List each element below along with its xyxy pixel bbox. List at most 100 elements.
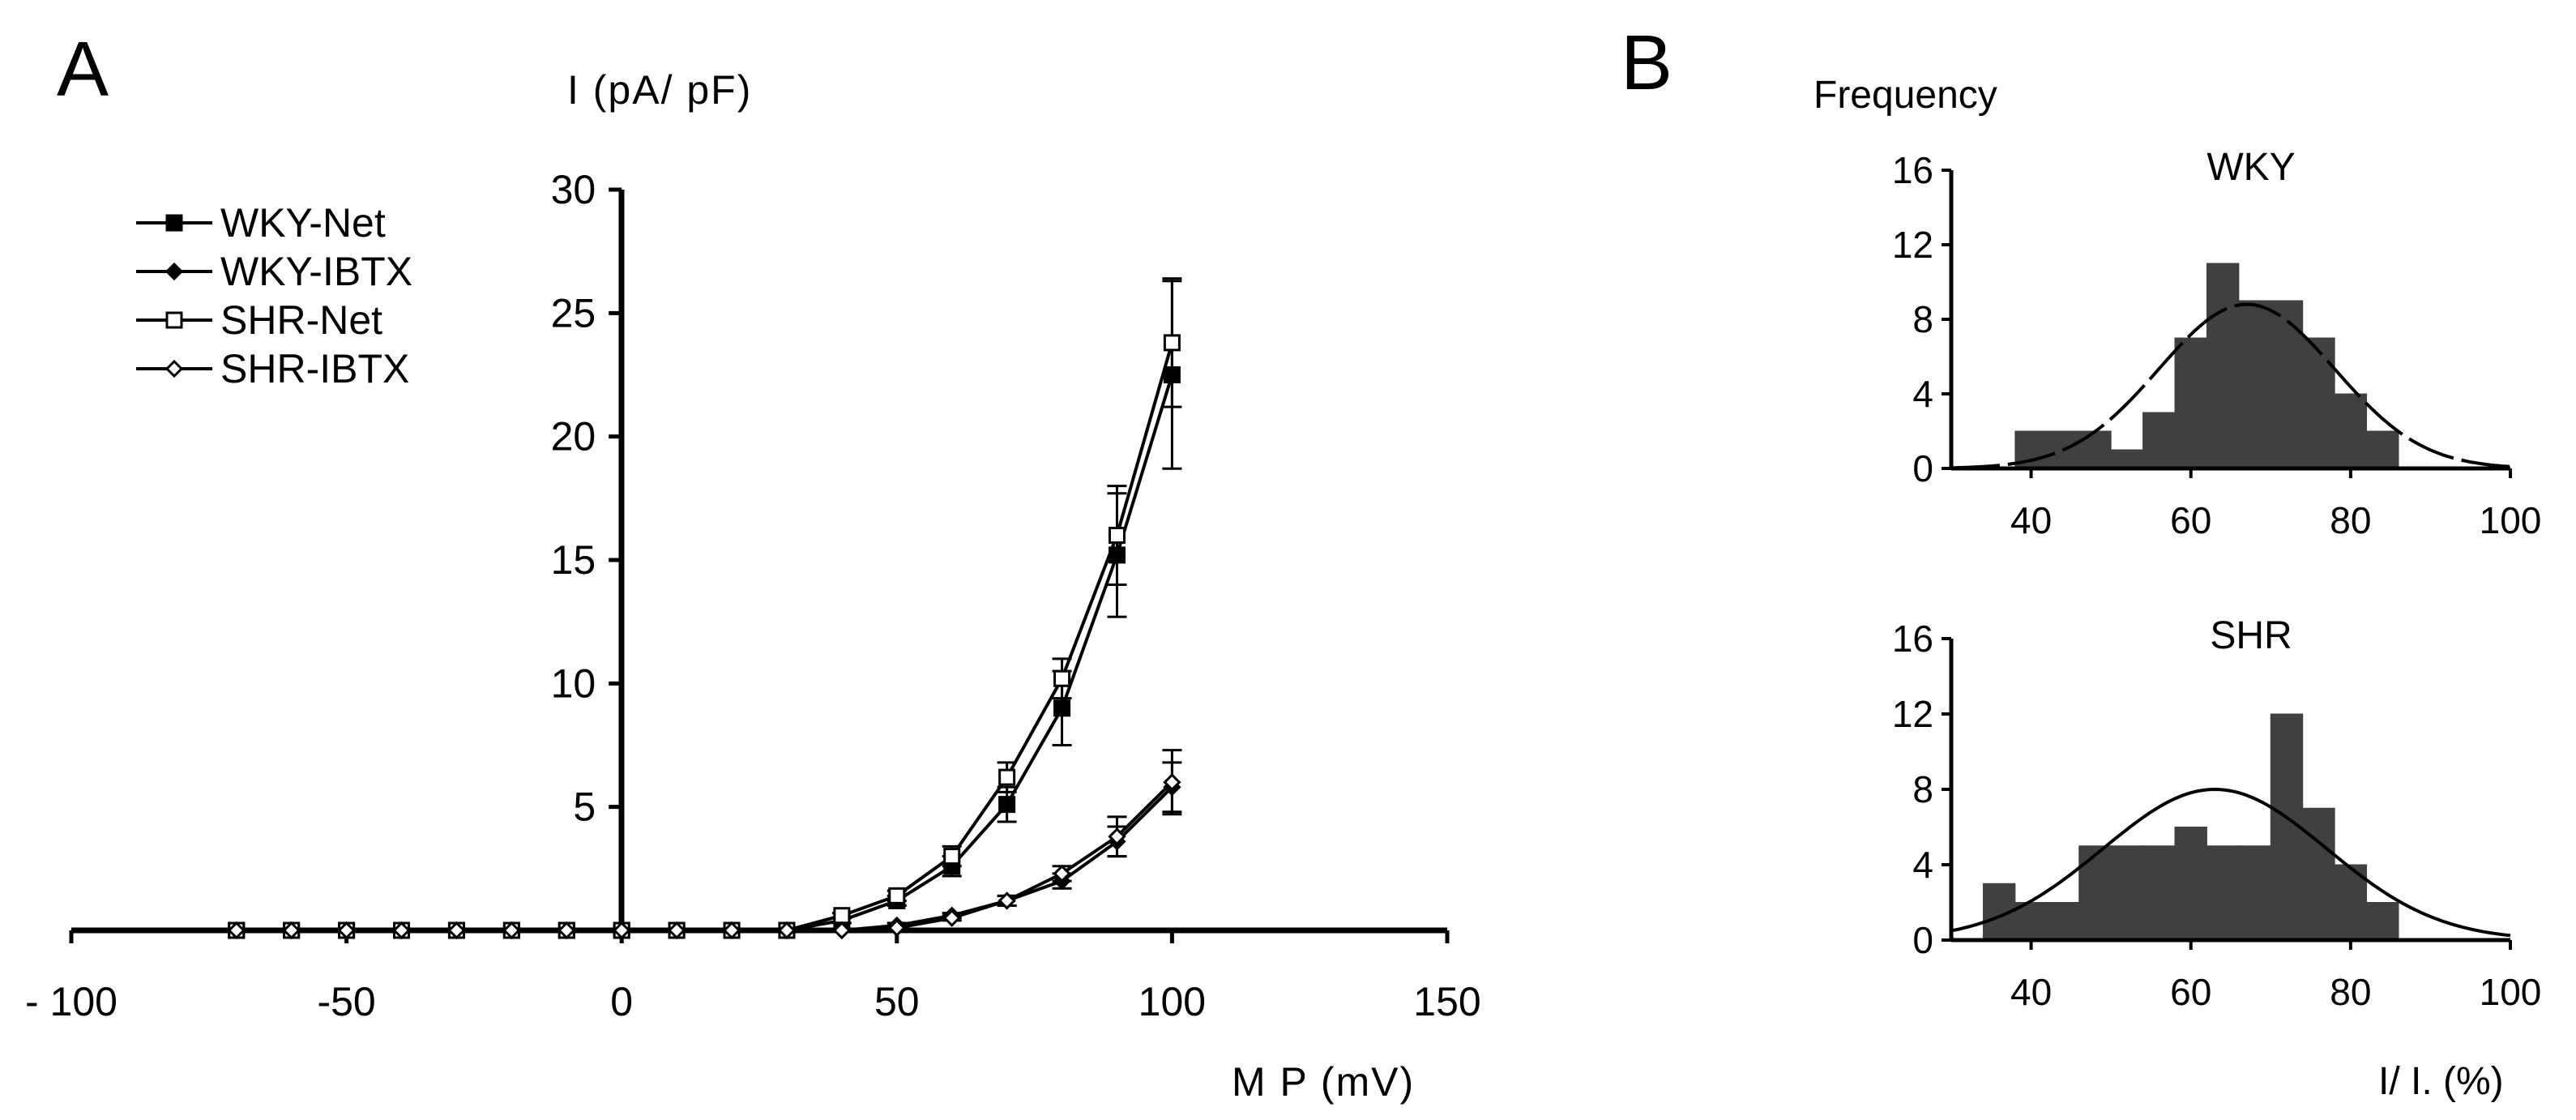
- x-tick-label: 40: [2010, 971, 2052, 1013]
- x-tick-label: 60: [2170, 971, 2211, 1013]
- histogram-title: SHR: [2210, 614, 2292, 657]
- y-tick-label: 0: [1912, 447, 1933, 489]
- panel-label-b: B: [1621, 19, 1672, 106]
- data-point: [998, 796, 1016, 814]
- histogram-bar: [2142, 845, 2176, 941]
- series-wky-ibtx: [227, 761, 1182, 940]
- series-line: [236, 342, 1174, 932]
- data-point: [887, 918, 906, 938]
- data-point: [1108, 527, 1126, 545]
- data-point: [447, 921, 466, 940]
- histogram-bar: [2366, 902, 2399, 941]
- histogram-wky: WKY 40 60 80 100 0 4 8 12 16: [1892, 146, 2542, 541]
- histogram-shr: SHR 40 60 80 100 0 4 8 12 16: [1892, 614, 2542, 1013]
- data-point: [888, 887, 906, 904]
- data-point: [998, 768, 1016, 786]
- data-point: [337, 921, 356, 940]
- data-point: [1053, 699, 1071, 717]
- histogram-title: WKY: [2206, 146, 2295, 189]
- data-point: [392, 921, 411, 940]
- histogram-bar: [2206, 263, 2240, 469]
- x-tick-label: 40: [2010, 499, 2052, 541]
- histogram-bar: [2174, 337, 2207, 469]
- data-point: [722, 921, 741, 940]
- x-tick-label-a: -50: [317, 979, 375, 1024]
- histogram-bar: [2366, 430, 2399, 469]
- y-axis-title-a: I (pA/ pF): [567, 67, 752, 113]
- y-tick-label-a: 20: [551, 414, 596, 460]
- data-point: [832, 921, 852, 940]
- x-tick-label-a: 50: [874, 979, 920, 1024]
- histogram-bar: [2238, 845, 2271, 941]
- data-point: [557, 921, 576, 940]
- legend-marker: [165, 311, 183, 329]
- histogram-bar: [2046, 902, 2080, 941]
- x-tick-label: 60: [2170, 499, 2211, 541]
- x-tick-label-a: 100: [1138, 979, 1206, 1024]
- data-point: [943, 848, 961, 866]
- x-tick-label: 100: [2480, 971, 2542, 1013]
- data-point: [667, 921, 686, 940]
- y-tick-label: 8: [1912, 298, 1933, 340]
- legend-entry: WKY-Net: [220, 200, 386, 246]
- histogram-bar: [2302, 337, 2335, 469]
- histogram-bar: [2078, 430, 2112, 469]
- histogram-bar: [2206, 845, 2240, 941]
- y-tick-label: 16: [1892, 149, 1933, 191]
- histogram-bar: [2270, 300, 2304, 469]
- x-tick-label: 80: [2330, 971, 2371, 1013]
- legend-entry: WKY-IBTX: [220, 249, 412, 294]
- y-tick-label-a: 30: [551, 167, 596, 212]
- histogram-bar: [2110, 449, 2144, 469]
- gaussian-fit-curve: [1950, 787, 2511, 938]
- legend-marker: [165, 214, 183, 232]
- data-point: [1163, 334, 1181, 352]
- histogram-bar: [2174, 827, 2207, 941]
- histogram-bar: [2078, 845, 2112, 941]
- y-tick-label: 8: [1912, 768, 1933, 810]
- series-line: [236, 785, 1173, 932]
- data-point: [502, 921, 521, 940]
- y-tick-label: 4: [1912, 373, 1933, 415]
- data-point: [942, 908, 961, 927]
- data-point: [998, 891, 1016, 910]
- x-axis-title-b: I/ I. (%): [2378, 1060, 2504, 1103]
- panel-label-a: A: [57, 26, 109, 113]
- data-point: [1053, 669, 1071, 687]
- x-tick-label-a: 0: [610, 979, 633, 1024]
- y-tick-label: 0: [1912, 919, 1933, 961]
- y-tick-label: 4: [1912, 844, 1933, 886]
- x-tick-label: 80: [2330, 499, 2371, 541]
- panel-a-chart: A I (pA/ pF) M P (mV) - 100 -50 0 50 100 150 5…: [25, 26, 1481, 1105]
- data-point: [282, 921, 301, 940]
- x-tick-label-a: 150: [1413, 979, 1480, 1024]
- y-tick-label-a: 15: [551, 537, 596, 583]
- gaussian-fit-curve: [1950, 302, 2511, 470]
- histogram-bar: [2238, 300, 2271, 469]
- y-axis-title-b: Frequency: [1813, 74, 1997, 117]
- y-tick-label: 16: [1892, 618, 1933, 660]
- y-tick-label-a: 5: [573, 784, 596, 830]
- y-tick-label-a: 25: [551, 290, 596, 336]
- x-tick-label: 100: [2480, 499, 2542, 541]
- data-point: [833, 907, 851, 925]
- data-point: [1108, 827, 1126, 846]
- histogram-bar: [2334, 393, 2368, 469]
- data-point: [777, 921, 797, 940]
- legend-entry: SHR-IBTX: [220, 346, 409, 391]
- y-tick-label-a: 10: [551, 660, 596, 706]
- data-point: [1163, 773, 1181, 792]
- y-tick-label: 12: [1892, 693, 1933, 735]
- legend-marker: [164, 359, 184, 378]
- histogram-bar: [2302, 807, 2335, 941]
- series-shr-ibtx: [227, 749, 1182, 940]
- x-axis-title-a: M P (mV): [1232, 1059, 1415, 1105]
- data-point: [227, 921, 246, 940]
- series-line: [236, 374, 1174, 932]
- y-tick-label: 12: [1892, 224, 1933, 266]
- legend-marker: [164, 262, 184, 281]
- legend-entry: SHR-Net: [220, 297, 382, 343]
- histogram-bar: [2110, 845, 2144, 941]
